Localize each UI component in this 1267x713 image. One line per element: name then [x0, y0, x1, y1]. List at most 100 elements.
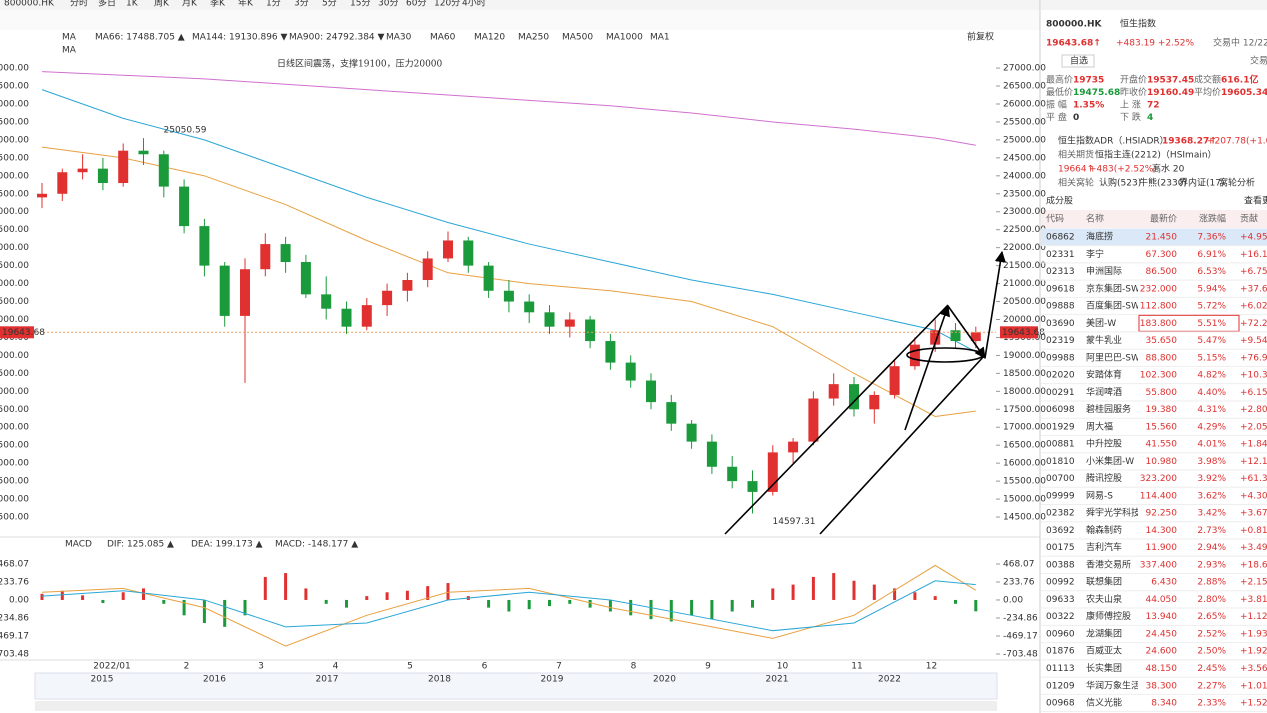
table-cell: 2.73%	[1197, 526, 1226, 536]
x-tick-label: 9	[705, 662, 711, 672]
navigator-label: 2019	[541, 675, 564, 685]
candle-body	[706, 441, 717, 467]
stat-label: 昨收价	[1120, 86, 1147, 98]
y-tick-label: 20500.00	[1003, 297, 1046, 307]
stat-value: 4	[1147, 113, 1153, 123]
candle-body	[849, 384, 859, 410]
table-cell: +1.01	[1240, 681, 1267, 691]
table-cell: 农夫山泉	[1086, 593, 1122, 605]
candle-body	[37, 193, 47, 198]
ma-legend: MA250	[518, 33, 549, 43]
ellipse	[906, 347, 984, 363]
y-tick-label: 26500.00	[1003, 82, 1046, 92]
table-cell: 周大福	[1086, 420, 1113, 432]
macd-bar	[101, 599, 105, 604]
macd-bar	[629, 599, 633, 616]
macd-bar	[162, 599, 166, 604]
x-tick-label: 6	[482, 662, 488, 672]
candle-body	[889, 366, 900, 395]
macd-bar	[852, 580, 856, 600]
macd-bar	[81, 595, 85, 600]
y-tick-label: 16500.00	[0, 441, 29, 451]
y-tick-label: 24500.00	[0, 153, 29, 163]
table-cell: 舜宇光学科技	[1086, 507, 1140, 519]
table-cell: 长实集团	[1086, 662, 1122, 674]
table-cell: 小米集团-W	[1086, 455, 1134, 467]
y-tick-label: 27000.00	[0, 64, 29, 74]
table-cell: +18.68	[1240, 560, 1267, 570]
y-tick-label: 22000.00	[0, 243, 29, 253]
y-tick-label: 15000.00	[1003, 495, 1046, 505]
navigator-label: 2016	[203, 675, 226, 685]
x-tick-label: 3	[258, 662, 264, 672]
table-cell: 41.550	[1146, 440, 1178, 450]
y-tick-label: -703.48	[0, 649, 29, 659]
macd-bar	[751, 599, 754, 608]
table-cell: 323.200	[1140, 474, 1177, 484]
table-cell: +3.49	[1240, 543, 1267, 553]
macd-bar	[223, 599, 227, 627]
table-header: 涨跌幅	[1199, 213, 1226, 225]
table-cell: 88.800	[1146, 353, 1178, 363]
navigator-label: 2017	[316, 675, 339, 685]
table-cell: 24.450	[1146, 629, 1178, 639]
table-cell: 5.15%	[1197, 353, 1226, 363]
table-cell: 00388	[1046, 560, 1075, 570]
adr-label: 恒生指数ADR（.HSIADR）	[1058, 135, 1169, 147]
y-tick-label: 0.00	[9, 595, 29, 605]
x-tick-label: 8	[631, 662, 637, 672]
stat-value: 19537.45	[1147, 76, 1194, 86]
macd-bar	[142, 588, 145, 600]
button[interactable]	[1061, 54, 1095, 68]
table-cell: 4.29%	[1197, 422, 1226, 432]
table-cell: 67.300	[1146, 250, 1178, 260]
table-cell: 44.050	[1146, 595, 1178, 605]
ma-line	[41, 580, 976, 632]
table-cell: 337.400	[1140, 560, 1177, 570]
candle-body	[767, 452, 778, 492]
macd-bar	[324, 599, 328, 604]
table-cell: +4.30	[1240, 491, 1267, 501]
y-tick-label: 24000.00	[0, 171, 29, 181]
table-cell: 2.93%	[1197, 560, 1226, 570]
macd-bar	[426, 586, 430, 600]
table-cell: 4.31%	[1197, 405, 1226, 415]
scrollbar[interactable]	[35, 701, 997, 711]
toolbar-tab: 1分	[266, 0, 281, 9]
candle-body	[341, 308, 352, 327]
navigator-label: 2015	[91, 675, 114, 685]
section-title: 成分股	[1046, 195, 1073, 207]
table-cell: +2.05	[1240, 422, 1267, 432]
futures-name: 恒指主连(2212)（HSImain）	[1095, 149, 1217, 161]
y-tick-label: 17000.00	[0, 423, 29, 433]
table-cell: 09988	[1046, 353, 1075, 363]
y-tick-label: 15500.00	[1003, 477, 1046, 487]
stat-value: 19605.34	[1221, 88, 1267, 98]
quote-name: 恒生指数	[1120, 18, 1156, 30]
button-label: 自选	[1070, 55, 1088, 67]
y-tick-label: 23000.00	[0, 207, 29, 217]
candle-body	[158, 154, 169, 187]
quote-change: +483.19 +2.52%	[1116, 39, 1194, 49]
arrow	[947, 305, 986, 359]
candle-body	[930, 330, 941, 345]
toolbar-tab: 30分	[378, 0, 398, 9]
table-cell: 碧桂园服务	[1086, 403, 1131, 415]
candle-body	[199, 226, 210, 266]
macd-bar	[202, 599, 206, 624]
table-cell: 00175	[1046, 543, 1075, 553]
candle-body	[422, 258, 433, 280]
macd-bar	[304, 588, 308, 600]
macd-bar	[690, 599, 694, 616]
candle-body	[909, 344, 920, 367]
table-cell: 5.47%	[1197, 336, 1226, 346]
y-tick-label: 468.07	[0, 559, 29, 569]
y-tick-label: 20500.00	[0, 297, 29, 307]
adjust: 前复权	[967, 31, 994, 43]
macd-bar	[40, 593, 44, 600]
table-cell: 92.250	[1146, 509, 1178, 519]
macd-bar	[832, 573, 836, 600]
candle-body	[240, 269, 250, 316]
table-cell: 15.560	[1146, 422, 1178, 432]
candle-body	[260, 244, 271, 270]
